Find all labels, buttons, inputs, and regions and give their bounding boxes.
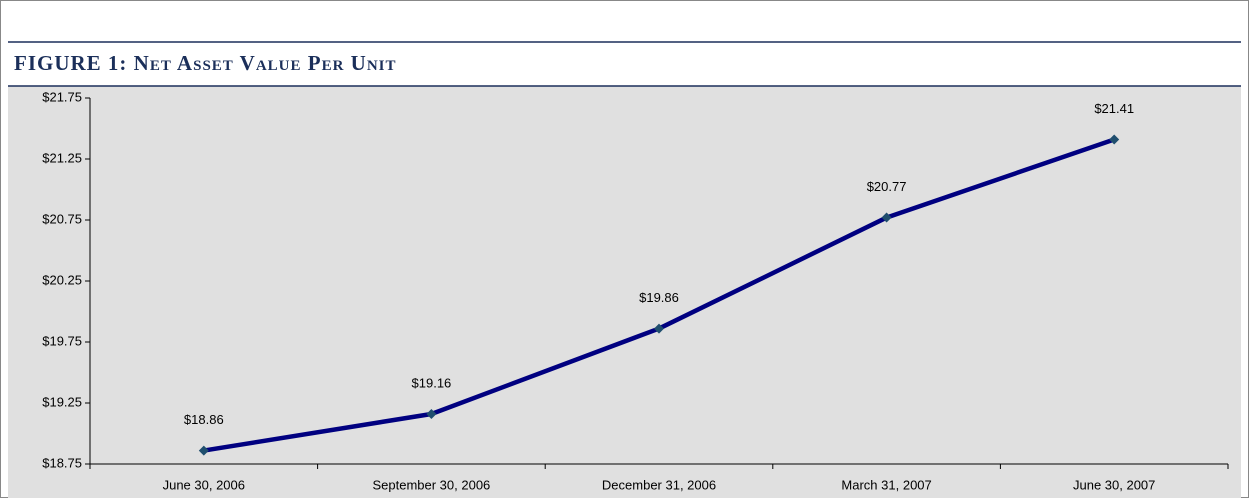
data-label: $19.16 — [412, 375, 452, 390]
x-tick-label: December 31, 2006 — [602, 477, 716, 492]
y-tick-label: $18.75 — [42, 455, 82, 470]
chart-title: FIGURE 1: Net Asset Value Per Unit — [14, 51, 397, 75]
x-tick-label: June 30, 2007 — [1073, 477, 1155, 492]
y-tick-label: $20.25 — [42, 272, 82, 287]
data-label: $20.77 — [867, 179, 907, 194]
y-tick-label: $19.75 — [42, 333, 82, 348]
marker — [1109, 134, 1120, 145]
y-tick-label: $21.75 — [42, 89, 82, 104]
y-tick-label: $21.25 — [42, 150, 82, 165]
data-label: $18.86 — [184, 412, 224, 427]
x-tick-label: June 30, 2006 — [163, 477, 245, 492]
marker — [198, 445, 209, 456]
marker — [426, 408, 437, 419]
data-label: $19.86 — [639, 290, 679, 305]
x-tick-label: September 30, 2006 — [372, 477, 490, 492]
plot-background — [8, 86, 1241, 498]
marker — [881, 212, 892, 223]
y-tick-label: $20.75 — [42, 211, 82, 226]
y-tick-label: $19.25 — [42, 394, 82, 409]
x-tick-label: March 31, 2007 — [841, 477, 931, 492]
data-label: $21.41 — [1094, 101, 1134, 116]
marker — [654, 323, 664, 334]
